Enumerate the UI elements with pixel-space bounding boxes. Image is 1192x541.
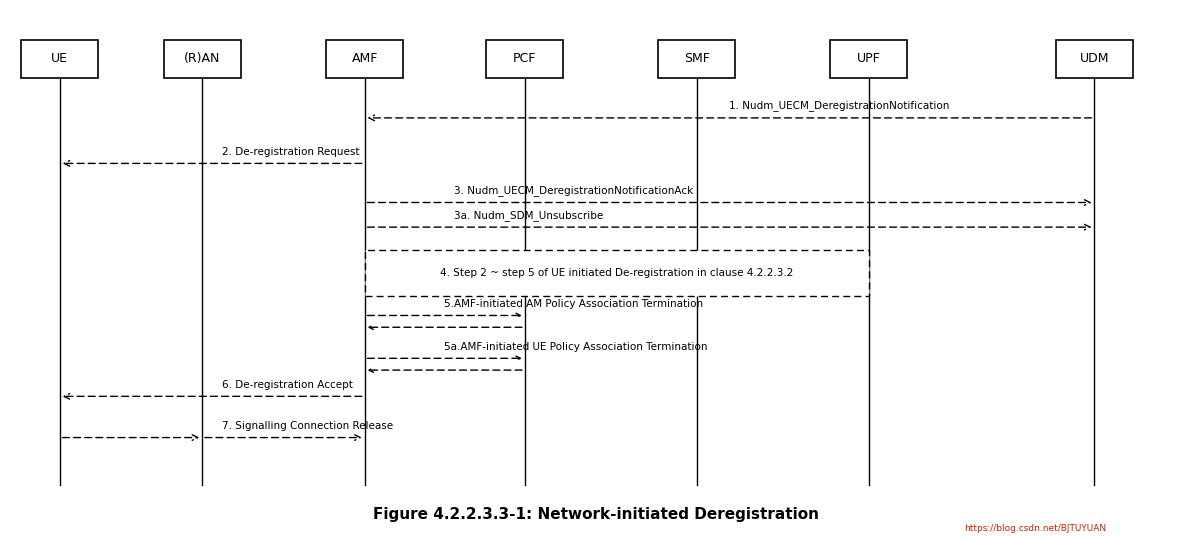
Text: PCF: PCF [513,52,536,65]
Text: 3a. Nudm_SDM_Unsubscribe: 3a. Nudm_SDM_Unsubscribe [454,210,603,221]
Text: UPF: UPF [857,52,881,65]
Text: 3. Nudm_UECM_DeregistrationNotificationAck: 3. Nudm_UECM_DeregistrationNotificationA… [454,185,693,196]
Text: 6. De-registration Accept: 6. De-registration Accept [222,380,353,390]
Text: AMF: AMF [352,52,378,65]
Text: https://blog.csdn.net/BJTUYUAN: https://blog.csdn.net/BJTUYUAN [964,524,1106,533]
Bar [327,39,403,78]
Text: Figure 4.2.2.3.3-1: Network-initiated Deregistration: Figure 4.2.2.3.3-1: Network-initiated De… [373,506,819,522]
Text: UDM: UDM [1080,52,1109,65]
Text: UE: UE [51,52,68,65]
Bar [163,39,241,78]
Bar [21,39,98,78]
Bar [658,39,735,78]
Text: 5a.AMF-initiated UE Policy Association Termination: 5a.AMF-initiated UE Policy Association T… [445,342,708,352]
Text: (R)AN: (R)AN [184,52,221,65]
Bar [831,39,907,78]
Bar [365,250,869,296]
Text: 5.AMF-initiated AM Policy Association Termination: 5.AMF-initiated AM Policy Association Te… [445,299,703,309]
Bar [1056,39,1132,78]
Text: 7. Signalling Connection Release: 7. Signalling Connection Release [222,421,393,431]
Text: 1. Nudm_UECM_DeregistrationNotification: 1. Nudm_UECM_DeregistrationNotification [730,101,950,111]
Text: 4. Step 2 ~ step 5 of UE initiated De-registration in clause 4.2.2.3.2: 4. Step 2 ~ step 5 of UE initiated De-re… [440,268,794,278]
Text: SMF: SMF [684,52,709,65]
Bar [486,39,564,78]
Text: 2. De-registration Request: 2. De-registration Request [222,147,360,157]
